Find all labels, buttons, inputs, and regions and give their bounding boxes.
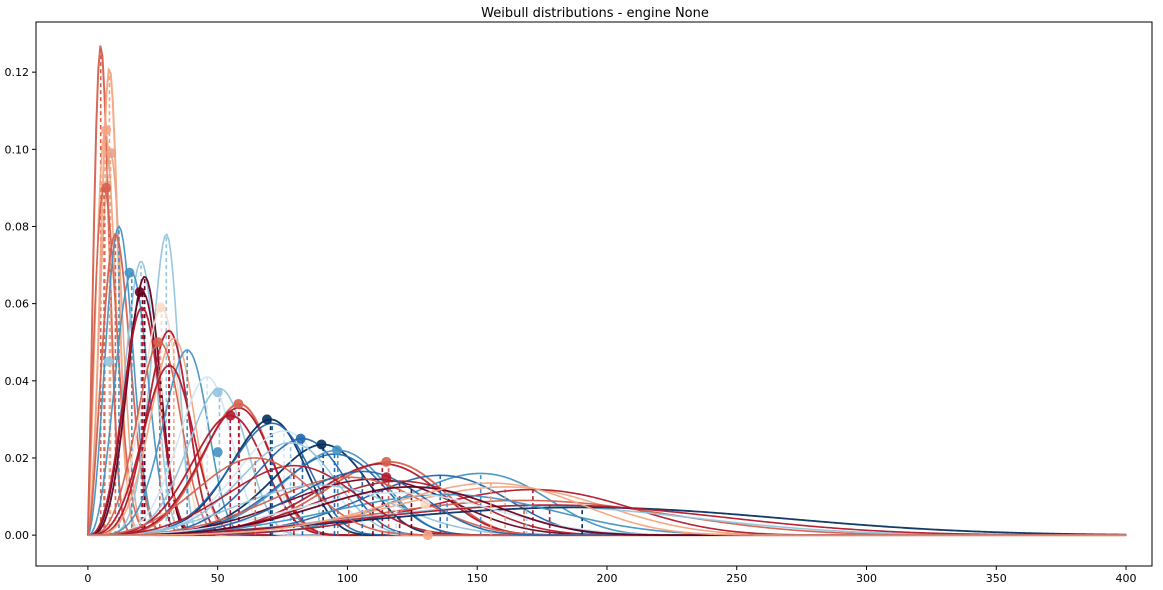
series-marker-7 bbox=[103, 356, 114, 367]
series-line-6 bbox=[87, 232, 1127, 537]
y-tick-label: 0.02 bbox=[5, 452, 30, 465]
plot-frame bbox=[35, 21, 1153, 567]
series-marker-5 bbox=[155, 302, 166, 313]
x-tick-label: 350 bbox=[986, 572, 1007, 585]
chart-title: Weibull distributions - engine None bbox=[481, 6, 709, 21]
series-line-25 bbox=[87, 422, 1127, 536]
x-tick-label: 250 bbox=[726, 572, 747, 585]
y-tick-label: 0.08 bbox=[5, 220, 30, 233]
series-line-52 bbox=[87, 482, 1127, 536]
y-tick-label: 0.10 bbox=[5, 143, 30, 156]
series-marker-10 bbox=[225, 410, 236, 421]
series-marker-18 bbox=[422, 530, 433, 541]
series-marker-13 bbox=[316, 439, 327, 450]
series-line-3 bbox=[87, 150, 1127, 536]
series-marker-8 bbox=[212, 387, 223, 398]
series-marker-15 bbox=[212, 447, 223, 458]
series-marker-1 bbox=[106, 148, 117, 159]
series-line-8 bbox=[87, 260, 1127, 536]
plot-area bbox=[86, 45, 1127, 541]
series-marker-12 bbox=[295, 433, 306, 444]
x-tick-label: 0 bbox=[84, 572, 91, 585]
y-tick-label: 0.12 bbox=[5, 66, 30, 79]
series-line-11 bbox=[87, 291, 1127, 536]
series-marker-16 bbox=[381, 456, 392, 467]
x-tick-label: 200 bbox=[596, 572, 617, 585]
x-tick-label: 150 bbox=[467, 572, 488, 585]
series-line-45 bbox=[87, 504, 1127, 536]
series-marker-0 bbox=[101, 125, 112, 136]
x-tick-label: 50 bbox=[211, 572, 225, 585]
series-marker-9 bbox=[233, 398, 244, 409]
series-marker-17 bbox=[381, 472, 392, 483]
series-marker-14 bbox=[332, 445, 343, 456]
y-tick-label: 0.06 bbox=[5, 298, 30, 311]
x-tick-label: 300 bbox=[856, 572, 877, 585]
series-marker-11 bbox=[261, 414, 272, 425]
series-line-23 bbox=[87, 406, 1127, 537]
series-line-1 bbox=[86, 67, 1127, 537]
series-line-0 bbox=[86, 45, 1127, 537]
series-marker-3 bbox=[124, 267, 135, 278]
y-tick-label: 0.04 bbox=[5, 375, 30, 388]
x-tick-label: 400 bbox=[1116, 572, 1137, 585]
series-marker-4 bbox=[134, 287, 145, 298]
series-marker-19 bbox=[420, 499, 431, 510]
series-line-7 bbox=[87, 232, 1127, 536]
series-marker-6 bbox=[152, 337, 163, 348]
series-line-9 bbox=[87, 271, 1127, 536]
y-axis: 0.00 0.02 0.04 0.06 0.08 0.10 0.12 bbox=[5, 66, 36, 542]
y-tick-label: 0.00 bbox=[5, 529, 30, 542]
x-tick-label: 100 bbox=[337, 572, 358, 585]
series-marker-2 bbox=[101, 182, 112, 193]
x-axis: 0 50 100 150 200 250 300 350 400 bbox=[84, 566, 1137, 585]
